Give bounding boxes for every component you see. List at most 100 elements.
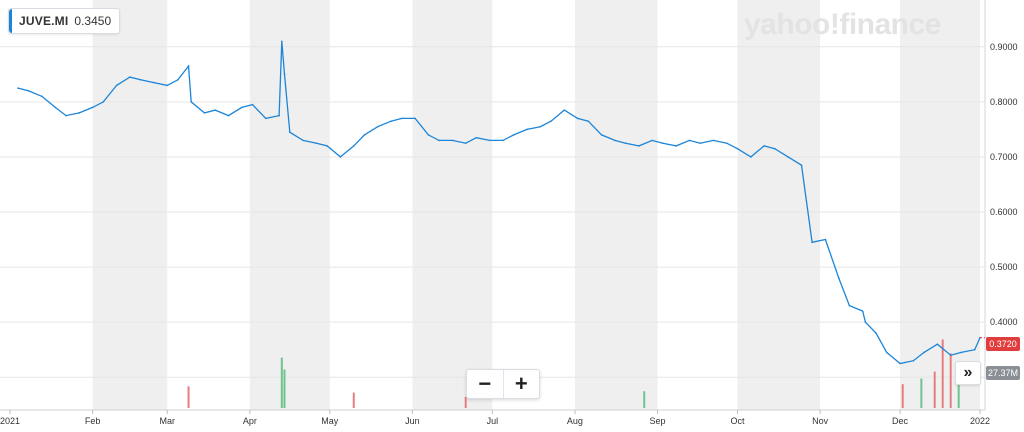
price-point (736, 147, 739, 150)
price-point (638, 145, 640, 147)
price-point (526, 128, 528, 131)
price-point (166, 84, 169, 87)
price-point (800, 164, 803, 167)
price-point (78, 112, 81, 114)
price-point (960, 351, 963, 354)
x-axis: 2021 Feb Mar Apr May Jun Jul Aug Sep Oct Nov Dec 202… (0, 409, 990, 426)
price-point (302, 139, 304, 142)
x-tick-label: Mar (159, 416, 175, 426)
month-band (737, 0, 821, 410)
gridlines (0, 46, 985, 378)
zoom-in-button[interactable]: + (502, 370, 540, 398)
price-point (885, 351, 888, 354)
y-tick-label: 0.7000 (990, 152, 1018, 162)
y-axis: 0.90000.80000.70000.60000.50000.40000.30… (990, 42, 1018, 382)
volume-bar (957, 366, 960, 408)
price-point (352, 145, 355, 147)
price-point (787, 156, 789, 158)
month-band (249, 0, 330, 410)
x-tick-label: Dec (892, 416, 909, 426)
price-point (390, 120, 392, 122)
volume-bar (352, 392, 355, 408)
price-point (129, 76, 131, 78)
x-tick-label: Apr (243, 416, 257, 426)
ticker-color-accent (9, 9, 12, 33)
price-point (27, 90, 30, 92)
volume-bar (643, 391, 646, 408)
x-tick-label: 2021 (0, 416, 20, 426)
price-point (363, 134, 366, 136)
y-tick-label: 0.4000 (990, 317, 1018, 327)
price-point (289, 131, 291, 133)
x-tick-label: Sep (650, 416, 666, 426)
price-point (763, 145, 765, 147)
price-point (251, 103, 254, 106)
volume-bar (949, 353, 952, 408)
y-tick-label: 0.9000 (990, 42, 1018, 52)
price-point (576, 117, 579, 120)
price-point (837, 277, 840, 279)
price-point (438, 139, 440, 142)
price-point (241, 106, 243, 109)
zoom-control: − + (466, 369, 540, 399)
price-point (624, 142, 627, 144)
volume-tag: 27.37M (986, 366, 1020, 380)
price-point (726, 142, 728, 144)
price-point (587, 120, 590, 122)
price-point (326, 145, 328, 147)
price-point (563, 109, 566, 111)
price-point (91, 106, 94, 109)
price-point (281, 40, 283, 43)
price-line (17, 40, 985, 365)
month-bands (92, 0, 986, 410)
price-point (651, 139, 654, 142)
price-point (488, 139, 491, 142)
price-point (675, 145, 678, 147)
price-point (774, 147, 776, 150)
x-tick-label: Jul (487, 416, 499, 426)
price-point (539, 125, 542, 128)
price-point (17, 87, 19, 89)
volume-bar (920, 378, 923, 408)
volume-bars (187, 339, 960, 408)
price-point (600, 134, 603, 136)
price-point (912, 359, 915, 362)
price-point (512, 134, 515, 136)
scroll-right-button[interactable]: » (955, 361, 981, 385)
volume-bar (933, 371, 936, 408)
price-point (451, 139, 454, 142)
ticker-last-price: 0.3450 (74, 14, 112, 28)
price-point (115, 84, 118, 87)
x-tick-label: Nov (812, 416, 829, 426)
price-point (177, 79, 179, 81)
price-point (699, 142, 701, 144)
price-point (864, 321, 867, 323)
y-tick-label: 0.6000 (990, 207, 1018, 217)
volume-bar (187, 386, 190, 408)
price-point (203, 112, 206, 114)
price-point (339, 156, 342, 158)
price-point (427, 134, 430, 136)
x-tick-label: May (321, 416, 339, 426)
price-point (464, 142, 467, 144)
price-point (614, 139, 616, 142)
price-point (400, 117, 403, 120)
zoom-out-button[interactable]: − (478, 371, 492, 396)
price-point (688, 139, 691, 142)
price-point (227, 114, 230, 117)
price-point (899, 362, 901, 365)
price-point (936, 343, 939, 345)
price-point (54, 106, 57, 109)
y-tick-label: 0.8000 (990, 97, 1018, 107)
price-point (265, 117, 267, 120)
price-point (875, 332, 877, 334)
ticker-symbol: JUVE.MI (19, 14, 69, 28)
price-point (102, 101, 105, 103)
volume-bar (464, 396, 467, 408)
price-point (139, 79, 142, 81)
price-point (41, 95, 43, 98)
x-tick-label: Oct (730, 416, 745, 426)
price-point (550, 120, 552, 122)
ticker-badge[interactable]: JUVE.MI 0.3450 (8, 8, 121, 34)
